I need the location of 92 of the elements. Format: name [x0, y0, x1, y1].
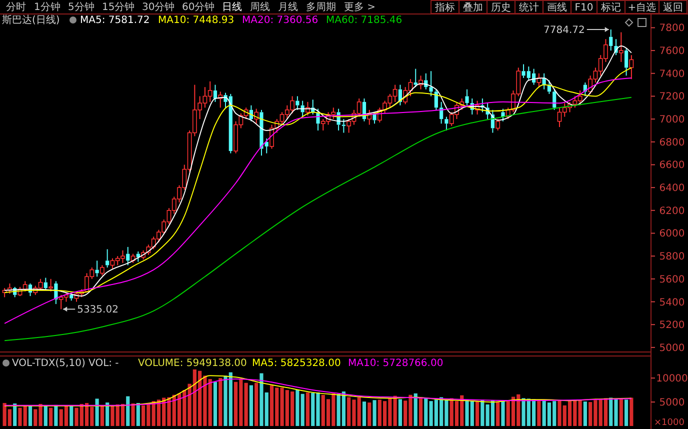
chart-title: 斯巴达(日线) — [2, 14, 60, 26]
text: 15分钟 — [102, 1, 135, 13]
text: 叠加 — [463, 2, 483, 14]
bar — [583, 402, 587, 426]
chart-title: VOL-TDX(5,10) VOL: - — [12, 358, 120, 369]
y-tick-label: 5200 — [659, 320, 685, 332]
candlestick — [609, 28, 613, 52]
annotation: 7784.72 — [544, 24, 585, 36]
bar — [136, 402, 140, 426]
bar — [398, 399, 402, 426]
y-tick-label: 6600 — [659, 160, 685, 172]
bar — [254, 382, 258, 426]
y-tick-label: 5000 — [659, 398, 685, 409]
candlestick — [618, 32, 624, 62]
bar — [131, 403, 135, 426]
bar — [619, 398, 623, 426]
bar — [480, 400, 484, 426]
bar — [100, 406, 104, 426]
text: 周线 — [250, 1, 270, 13]
bar — [296, 390, 300, 426]
bar — [368, 402, 372, 426]
bar — [393, 396, 397, 426]
y-tick-label: 7600 — [659, 46, 685, 58]
bar — [249, 385, 253, 426]
annotation: 5335.02 — [77, 304, 118, 316]
text: F10 — [574, 2, 594, 14]
text: MA5: 7581.72 — [80, 15, 150, 26]
bar — [414, 393, 418, 426]
text: 历史 — [491, 2, 511, 14]
bar — [306, 392, 310, 426]
text: ×1000 — [654, 418, 685, 428]
bar — [213, 382, 218, 426]
text: 更多 > — [344, 1, 376, 13]
text: 指标 — [434, 2, 455, 14]
y-tick-label: 7000 — [659, 114, 685, 126]
series-label: VOLUME: 5949138.00 — [138, 358, 247, 369]
bar — [106, 402, 110, 426]
text: 分时 — [6, 1, 26, 13]
y-tick-label: 5800 — [659, 252, 685, 263]
candlestick — [106, 248, 110, 268]
bar — [95, 398, 99, 426]
text: MA10: 7448.93 — [158, 15, 234, 26]
bar — [578, 400, 582, 426]
bar — [218, 378, 222, 426]
y-tick-label: 6000 — [659, 228, 685, 240]
text: MA20: 7360.56 — [242, 15, 318, 26]
text: 统计 — [519, 2, 539, 14]
y-tick-label: 7400 — [659, 68, 685, 80]
text: 画线 — [547, 2, 567, 14]
bar — [54, 404, 58, 426]
bar — [372, 400, 376, 426]
bar — [475, 401, 480, 426]
y-tick-label: 5000 — [659, 342, 685, 354]
y-tick-label: 5600 — [659, 274, 685, 286]
series-label: MA5: 5825328.00 — [252, 358, 341, 369]
y-tick-label: 7800 — [659, 23, 685, 34]
bar — [630, 398, 634, 426]
text: 5分钟 — [68, 1, 94, 13]
bar — [49, 408, 53, 426]
y-tick-label: 6800 — [659, 137, 685, 148]
text: 返回 — [663, 2, 683, 14]
text: 60分钟 — [182, 1, 215, 13]
bar — [126, 396, 130, 426]
bar — [44, 405, 48, 426]
bar — [362, 402, 366, 426]
bar — [624, 400, 628, 426]
bar — [496, 402, 500, 426]
text: 1分钟 — [34, 1, 60, 13]
candlestick — [629, 54, 634, 80]
bar — [418, 397, 423, 426]
text: 标记 — [600, 2, 621, 14]
text: 多周期 — [306, 1, 336, 13]
text: 30分钟 — [142, 1, 175, 13]
y-tick-label: 7200 — [659, 92, 685, 103]
bar — [70, 405, 74, 426]
bar — [13, 403, 17, 426]
bar — [28, 405, 32, 426]
y-tick-label: 6200 — [659, 206, 685, 217]
text: 日线 — [222, 1, 242, 13]
bar — [501, 401, 505, 426]
text: MA60: 7185.46 — [326, 15, 402, 26]
bar — [300, 394, 304, 426]
text: +自选 — [628, 2, 656, 14]
candlestick — [440, 101, 444, 124]
y-tick-label: 6400 — [659, 183, 685, 194]
bar — [244, 382, 248, 426]
y-tick-label: 5400 — [659, 297, 685, 308]
text: MA10: 5728766.00 — [348, 358, 444, 369]
text: 月线 — [278, 1, 298, 13]
y-tick-label: 10000 — [656, 374, 688, 385]
candlestick — [465, 88, 469, 106]
bar — [537, 401, 541, 426]
